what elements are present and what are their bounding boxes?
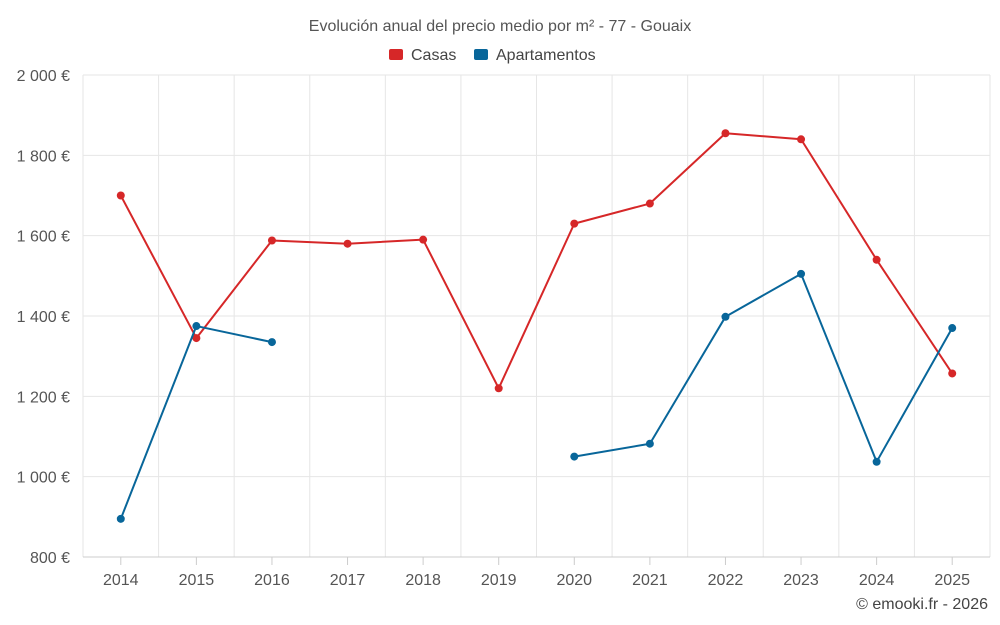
x-tick-label: 2021 (632, 572, 668, 589)
data-point-casas[interactable] (192, 334, 201, 343)
data-point-apartamentos[interactable] (192, 322, 201, 331)
data-point-casas[interactable] (797, 135, 806, 144)
data-point-apartamentos[interactable] (948, 324, 957, 333)
data-point-casas[interactable] (116, 191, 125, 200)
y-tick-label: 800 € (30, 550, 70, 567)
y-tick-label: 1 600 € (17, 229, 70, 246)
x-tick-label: 2023 (783, 572, 819, 589)
data-point-casas[interactable] (872, 255, 881, 264)
data-point-casas[interactable] (494, 384, 503, 393)
series-line-apartamentos (119, 325, 273, 520)
data-point-casas[interactable] (645, 199, 654, 208)
y-tick-label: 1 400 € (17, 309, 70, 326)
series-line-apartamentos (574, 272, 954, 463)
chart-title: Evolución anual del precio medio por m² … (309, 18, 691, 35)
data-point-casas[interactable] (419, 235, 428, 244)
x-tick-label: 2020 (556, 572, 592, 589)
x-tick-label: 2022 (708, 572, 744, 589)
data-point-casas[interactable] (343, 239, 352, 248)
legend-label-apartamentos: Apartamentos (496, 47, 596, 64)
data-point-casas[interactable] (570, 219, 579, 228)
series-casas (116, 129, 957, 393)
y-axis: 800 € 1 000 € 1 200 € 1 400 € 1 600 € 1 800 €… (17, 68, 70, 567)
y-tick-label: 1 800 € (17, 148, 70, 165)
legend-swatch-casas (389, 49, 403, 60)
plot-area (116, 129, 957, 523)
x-tick-label: 2016 (254, 572, 290, 589)
y-tick-label: 2 000 € (17, 68, 70, 85)
credit-text: © emooki.fr - 2026 (856, 596, 988, 613)
series-apartamentos (116, 269, 957, 523)
data-point-casas[interactable] (721, 129, 730, 138)
x-tick-label: 2024 (859, 572, 895, 589)
data-point-apartamentos[interactable] (797, 269, 806, 278)
grid (82, 74, 991, 557)
data-point-apartamentos[interactable] (872, 457, 881, 466)
data-point-apartamentos[interactable] (267, 338, 276, 347)
data-point-casas[interactable] (267, 236, 276, 245)
legend: Casas Apartamentos (389, 47, 596, 64)
legend-swatch-apartamentos (474, 49, 488, 60)
x-axis: 2014 2015 2016 2017 2018 2019 2020 2021 2022 2023… (83, 556, 990, 589)
data-point-casas[interactable] (948, 369, 957, 378)
data-point-apartamentos[interactable] (721, 312, 730, 321)
x-tick-label: 2018 (405, 572, 441, 589)
y-tick-label: 1 000 € (17, 470, 70, 487)
data-point-apartamentos[interactable] (116, 514, 125, 523)
x-tick-label: 2019 (481, 572, 517, 589)
legend-item-apartamentos[interactable]: Apartamentos (474, 47, 596, 64)
legend-item-casas[interactable]: Casas (389, 47, 456, 64)
data-point-apartamentos[interactable] (570, 452, 579, 461)
y-tick-label: 1 200 € (17, 389, 70, 406)
x-tick-label: 2015 (179, 572, 215, 589)
legend-label-casas: Casas (411, 47, 456, 64)
x-tick-label: 2014 (103, 572, 139, 589)
series-line-casas (119, 132, 954, 390)
x-tick-label: 2017 (330, 572, 366, 589)
data-point-apartamentos[interactable] (645, 439, 654, 448)
x-tick-label: 2025 (934, 572, 970, 589)
